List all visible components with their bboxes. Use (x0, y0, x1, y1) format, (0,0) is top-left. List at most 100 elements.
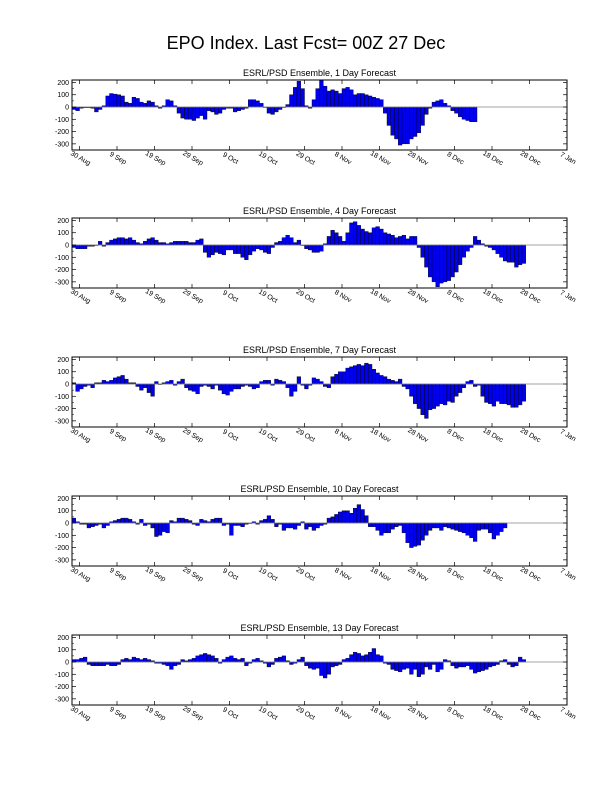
bar (94, 106, 99, 113)
bar (214, 517, 219, 524)
bar (390, 522, 395, 530)
bar (120, 517, 125, 524)
bar (293, 383, 298, 392)
bar (236, 244, 241, 254)
bar (330, 376, 335, 385)
bar (364, 515, 369, 524)
bar (439, 522, 444, 531)
bar (150, 237, 155, 246)
bar (210, 106, 215, 113)
x-tick-label: 18 Nov (369, 566, 392, 583)
bar (195, 655, 200, 663)
bar (401, 106, 406, 145)
bar (161, 522, 166, 532)
y-tick-label: 100 (57, 647, 69, 654)
chart-panel-4: ESRL/PSD Ensemble, 10 Day Forecast -300 -2… (55, 484, 577, 584)
bar (326, 90, 331, 108)
bar (319, 661, 324, 676)
bar (225, 244, 230, 251)
x-tick-label: 19 Sep (144, 150, 167, 167)
bar (368, 364, 373, 385)
bar (266, 244, 271, 254)
bar (443, 244, 448, 283)
bar (484, 522, 489, 530)
bar (416, 383, 421, 409)
bar (135, 98, 140, 108)
bar (439, 383, 444, 404)
bar (371, 648, 376, 663)
x-tick-label: 9 Sep (108, 151, 127, 166)
bar (71, 517, 76, 524)
bar (435, 244, 440, 287)
bar (195, 383, 200, 395)
bar (109, 239, 114, 246)
bar (244, 244, 249, 260)
bar (278, 656, 283, 663)
y-tick-label: 0 (65, 660, 69, 667)
bar (503, 522, 508, 529)
bar (356, 225, 361, 246)
bar (143, 241, 148, 246)
bar (413, 522, 418, 547)
bar (488, 661, 493, 668)
bar (199, 519, 204, 524)
bar (255, 100, 260, 108)
bar (139, 519, 144, 524)
bar (83, 656, 88, 663)
bar (139, 101, 144, 108)
bar (173, 241, 178, 246)
bar (158, 522, 163, 536)
bar (116, 376, 121, 385)
bar (413, 661, 418, 670)
bar (124, 378, 129, 385)
bar (113, 661, 118, 666)
bar (296, 81, 301, 108)
bar (135, 658, 140, 663)
plot-frame (71, 634, 568, 706)
bar (326, 236, 331, 246)
bar (199, 106, 204, 116)
x-tick-label: 28 Dec (519, 705, 542, 722)
panel-title: ESRL/PSD Ensemble, 10 Day Forecast (240, 484, 399, 494)
bar (315, 522, 320, 529)
bar (75, 383, 80, 392)
bar (98, 661, 103, 666)
bar (398, 661, 403, 673)
bar (330, 516, 335, 524)
bar (499, 383, 504, 404)
bar (218, 106, 223, 114)
bar (420, 522, 425, 541)
x-tick-label: 9 Sep (108, 428, 127, 443)
bar (109, 661, 114, 666)
bar (364, 231, 369, 246)
bar (169, 380, 174, 385)
x-tick-label: 28 Dec (519, 288, 542, 305)
bar (116, 519, 121, 524)
bar (480, 522, 485, 530)
bar (199, 238, 204, 246)
bar (124, 238, 129, 246)
bar (308, 522, 313, 527)
x-tick-label: 8 Nov (333, 289, 353, 304)
bar (300, 656, 305, 663)
bar (518, 656, 523, 663)
bar (375, 98, 380, 108)
bar (510, 244, 515, 263)
bar (428, 383, 433, 411)
bar (188, 383, 193, 391)
bar (416, 661, 421, 677)
bar (150, 101, 155, 108)
x-tick-label: 7 Jan (559, 567, 577, 582)
bar (506, 244, 511, 263)
bar (431, 383, 436, 409)
bar (371, 522, 376, 527)
bar (465, 244, 470, 252)
x-tick-label: 29 Sep (181, 150, 204, 167)
bar (240, 244, 245, 258)
panel-title: ESRL/PSD Ensemble, 7 Day Forecast (243, 345, 397, 355)
bar (79, 658, 84, 663)
x-tick-label: 9 Oct (221, 567, 239, 581)
bar (124, 517, 129, 524)
x-tick-label: 30 Aug (69, 566, 91, 583)
bar (405, 661, 410, 669)
